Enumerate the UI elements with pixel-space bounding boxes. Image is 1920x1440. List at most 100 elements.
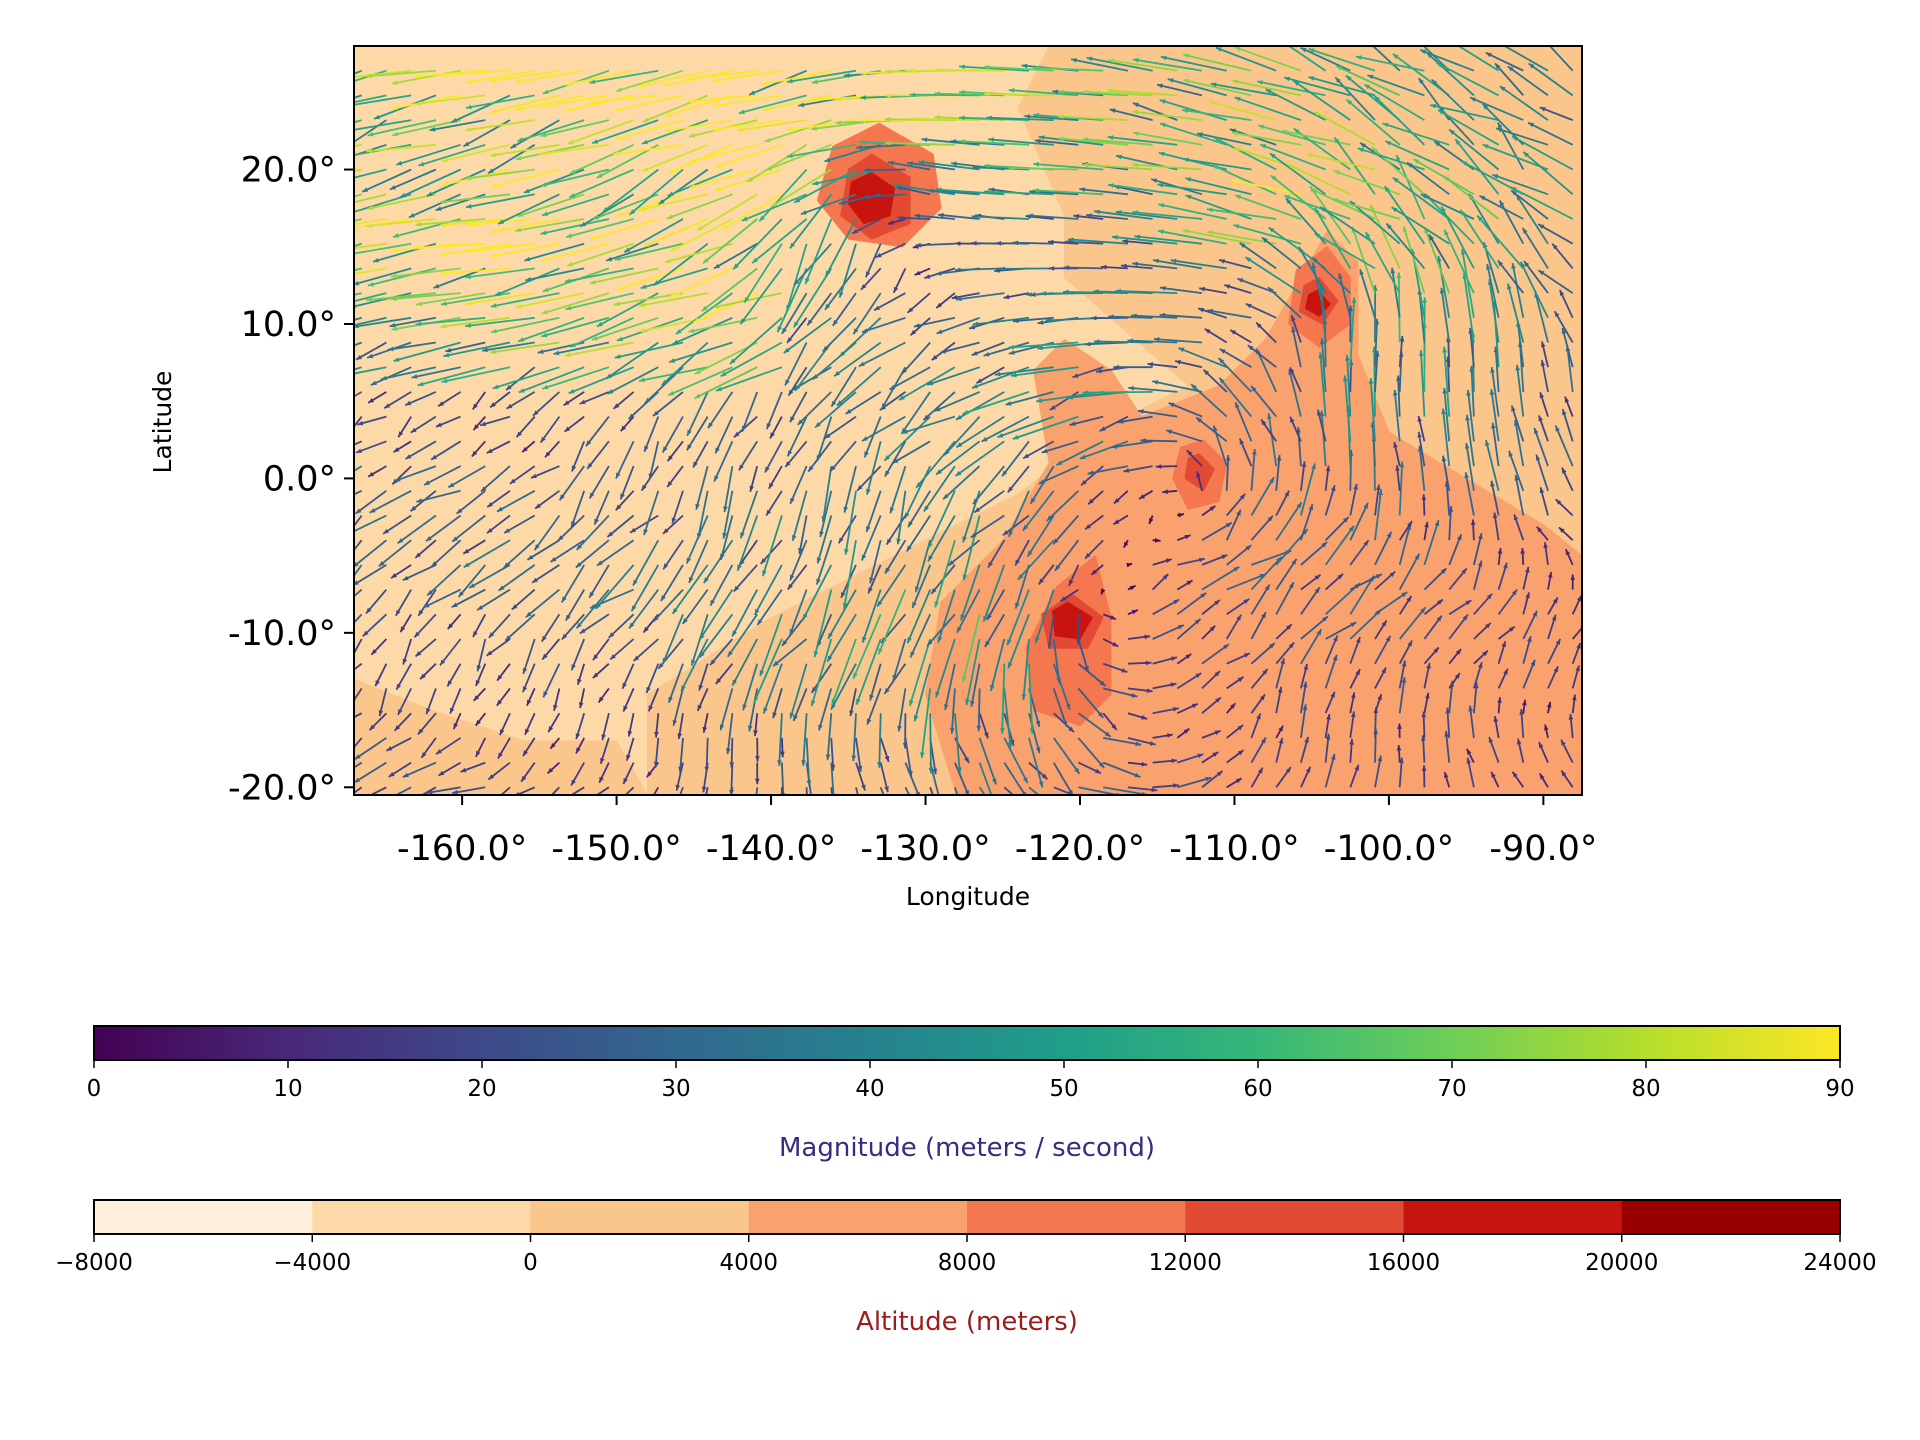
wind-vector (614, 94, 684, 112)
wind-vector (642, 143, 709, 172)
wind-vector (1324, 654, 1338, 689)
wind-vector (643, 218, 709, 248)
wind-vector (354, 267, 412, 286)
wind-vector (1398, 595, 1413, 615)
wind-vector (824, 218, 857, 278)
wind-vector (404, 440, 437, 460)
wind-vector (589, 69, 659, 85)
wind-vector (701, 267, 758, 312)
wind-vector (1538, 773, 1549, 788)
wind-vector (1077, 687, 1104, 719)
wind-vector (1547, 571, 1553, 590)
wind-vector (824, 415, 857, 440)
wind-vector (1127, 761, 1148, 767)
wind-vector (896, 490, 907, 545)
wind-vector (1510, 189, 1549, 220)
wind-vector (830, 762, 835, 795)
wind-vector (1345, 354, 1352, 417)
wind-vector (1176, 727, 1190, 739)
wind-vector (972, 316, 1030, 327)
wind-vector (594, 564, 635, 610)
wind-vector (1308, 76, 1376, 97)
wind-vector (1022, 440, 1055, 460)
wind-vector (1247, 344, 1277, 368)
wind-vector (1422, 297, 1427, 368)
wind-vector (970, 514, 1005, 539)
wind-vector (1174, 360, 1203, 369)
wind-vector (897, 215, 931, 221)
wind-vector (1442, 387, 1451, 442)
wind-vector (530, 465, 560, 479)
wind-vector (1325, 621, 1357, 640)
wind-vector (1152, 682, 1177, 690)
wind-vector (1349, 483, 1358, 516)
wind-vector (471, 391, 487, 411)
wind-vector (720, 341, 783, 378)
wind-vector (1300, 463, 1316, 516)
wind-vector (935, 638, 956, 698)
wind-vector (1103, 737, 1142, 747)
wind-vector (787, 366, 808, 397)
wind-vector (702, 713, 709, 733)
wind-vector (476, 588, 511, 611)
wind-vector (522, 663, 536, 693)
wind-vector (1185, 194, 1252, 220)
wind-vector (784, 440, 808, 468)
wind-vector (1234, 46, 1302, 72)
wind-vector (1177, 512, 1185, 518)
wind-vector (780, 787, 783, 795)
wind-vector (914, 539, 932, 593)
wind-vector (1256, 80, 1326, 97)
wind-vector (1182, 157, 1252, 171)
wind-vector (789, 539, 808, 581)
wind-vector (1551, 243, 1574, 269)
wind-vector (1423, 662, 1431, 689)
wind-vector (522, 638, 536, 675)
wind-vector (951, 292, 980, 300)
wind-vector (1491, 422, 1500, 467)
wind-vector (675, 292, 733, 335)
wind-vector (865, 490, 882, 533)
wind-vector (378, 539, 412, 568)
wind-vector (914, 267, 931, 276)
wind-vector (1021, 638, 1030, 701)
wind-vector (905, 515, 931, 552)
wind-vector (1127, 634, 1151, 640)
wind-vector (1421, 765, 1427, 788)
wind-vector (1286, 163, 1351, 196)
wind-vector (1082, 390, 1153, 395)
wind-vector (1244, 256, 1302, 294)
wind-vector (1085, 213, 1128, 220)
wind-vector (1318, 352, 1327, 417)
wind-vector (1571, 642, 1582, 665)
altitude-tick-label: −8000 (55, 1250, 133, 1276)
wind-vector (354, 786, 363, 794)
wind-vector (1398, 676, 1407, 714)
wind-vector (593, 490, 610, 525)
wind-vector (447, 465, 486, 489)
wind-vector (1185, 177, 1252, 196)
wind-vector (762, 663, 783, 714)
wind-vector (1300, 615, 1329, 640)
wind-vector (959, 139, 1030, 146)
wind-vector (1374, 635, 1392, 665)
wind-vector (1558, 526, 1574, 541)
wind-vector (856, 465, 882, 492)
wind-vector (1218, 377, 1253, 418)
wind-vector (1250, 515, 1274, 541)
wind-vector (666, 193, 733, 220)
wind-vector (1535, 454, 1549, 492)
wind-vector (1267, 413, 1278, 467)
wind-vector (824, 267, 857, 311)
wind-vector (592, 638, 610, 661)
wind-vector (1319, 206, 1376, 245)
wind-vector (883, 663, 907, 695)
wind-vector (765, 490, 783, 517)
wind-vector (830, 366, 857, 408)
wind-vector (1430, 103, 1499, 121)
wind-vector (1001, 440, 1030, 477)
wind-vector (1275, 658, 1285, 689)
wind-vector (365, 589, 388, 615)
wind-vector (739, 490, 759, 539)
wind-vector (1485, 51, 1524, 72)
